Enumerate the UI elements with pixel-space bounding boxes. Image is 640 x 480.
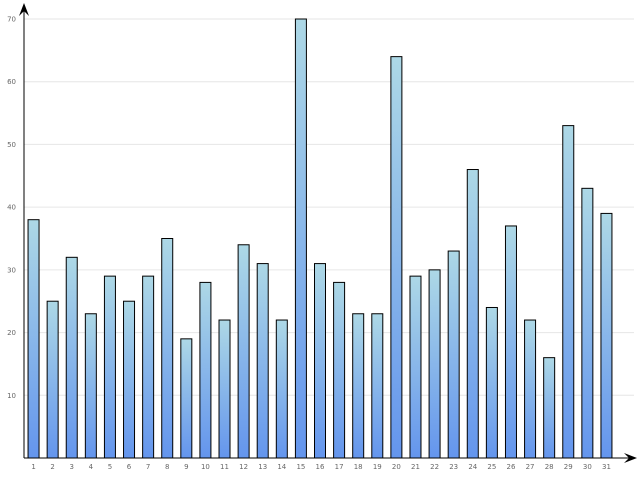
bar-16 (314, 263, 326, 459)
y-tick-label: 20 (7, 329, 16, 337)
y-tick-label: 70 (7, 16, 16, 24)
bar-12 (237, 244, 250, 459)
x-tick-label: 22 (430, 463, 439, 471)
x-tick-label: 26 (507, 463, 516, 471)
x-tick-label: 30 (583, 463, 592, 471)
x-tick-label: 24 (468, 463, 477, 471)
x-tick-label: 29 (564, 463, 573, 471)
y-tick-labels: 10 20 30 40 50 60 70 (7, 16, 16, 400)
bar-5 (103, 275, 116, 459)
bar-15 (294, 18, 307, 459)
y-tick-label: 60 (7, 78, 16, 86)
x-tick-label: 12 (239, 463, 248, 471)
y-tick-label: 10 (7, 392, 16, 400)
bar-4 (84, 313, 97, 459)
bar-18 (352, 313, 365, 459)
x-tick-label: 1 (31, 463, 35, 471)
x-tick-label: 13 (258, 463, 267, 471)
x-tick-label: 17 (335, 463, 344, 471)
bar-14 (275, 319, 288, 459)
x-tick-label: 9 (184, 463, 188, 471)
x-axis-arrow (624, 453, 637, 463)
bar-26 (504, 225, 517, 459)
bar-17 (333, 281, 346, 459)
y-tick-label: 40 (7, 204, 16, 212)
bar-6 (123, 300, 136, 459)
x-tick-label: 23 (449, 463, 458, 471)
bar-2 (46, 300, 59, 459)
x-tick-label: 19 (373, 463, 382, 471)
bar-23 (447, 250, 460, 459)
x-tick-label: 11 (220, 463, 229, 471)
x-tick-label: 27 (526, 463, 535, 471)
x-tick-label: 25 (487, 463, 496, 471)
bar-10 (199, 281, 212, 459)
x-tick-label: 7 (146, 463, 150, 471)
x-tick-label: 3 (70, 463, 74, 471)
bar-13 (256, 263, 269, 459)
x-tick-label: 18 (354, 463, 363, 471)
bar-22 (428, 269, 441, 459)
bar-24 (466, 169, 479, 459)
axes (19, 3, 637, 463)
bar-20 (390, 56, 403, 459)
bar-3 (65, 256, 78, 459)
x-tick-label: 10 (201, 463, 210, 471)
x-tick-label: 2 (50, 463, 54, 471)
x-tick-label: 8 (165, 463, 169, 471)
bar-28 (543, 357, 556, 459)
bar-21 (409, 275, 422, 459)
x-tick-label: 16 (316, 463, 325, 471)
bars (27, 18, 613, 459)
bar-30 (581, 187, 594, 459)
bar-11 (218, 319, 231, 459)
x-tick-label: 31 (602, 463, 611, 471)
bar-19 (371, 313, 384, 459)
bar-25 (485, 306, 498, 459)
bar-31 (600, 212, 613, 459)
x-tick-label: 14 (277, 463, 286, 471)
x-tick-label: 21 (411, 463, 420, 471)
x-tick-label: 5 (108, 463, 112, 471)
x-tick-label: 28 (545, 463, 554, 471)
bar-29 (562, 125, 575, 459)
x-tick-label: 15 (296, 463, 305, 471)
x-tick-label: 4 (89, 463, 94, 471)
y-tick-label: 50 (7, 141, 16, 149)
bar-9 (180, 338, 193, 459)
y-axis-arrow (19, 3, 29, 16)
y-tick-label: 30 (7, 266, 16, 274)
bar-8 (161, 238, 174, 459)
bar-7 (142, 275, 155, 459)
bar-1 (27, 219, 40, 459)
bar-27 (524, 319, 537, 459)
x-tick-labels: 1 2 3 4 5 6 7 8 9 10 11 12 13 14 15 16 17 18 19 20 21 22 23 24 2… (31, 463, 611, 471)
x-tick-label: 20 (392, 463, 401, 471)
x-tick-label: 6 (127, 463, 132, 471)
